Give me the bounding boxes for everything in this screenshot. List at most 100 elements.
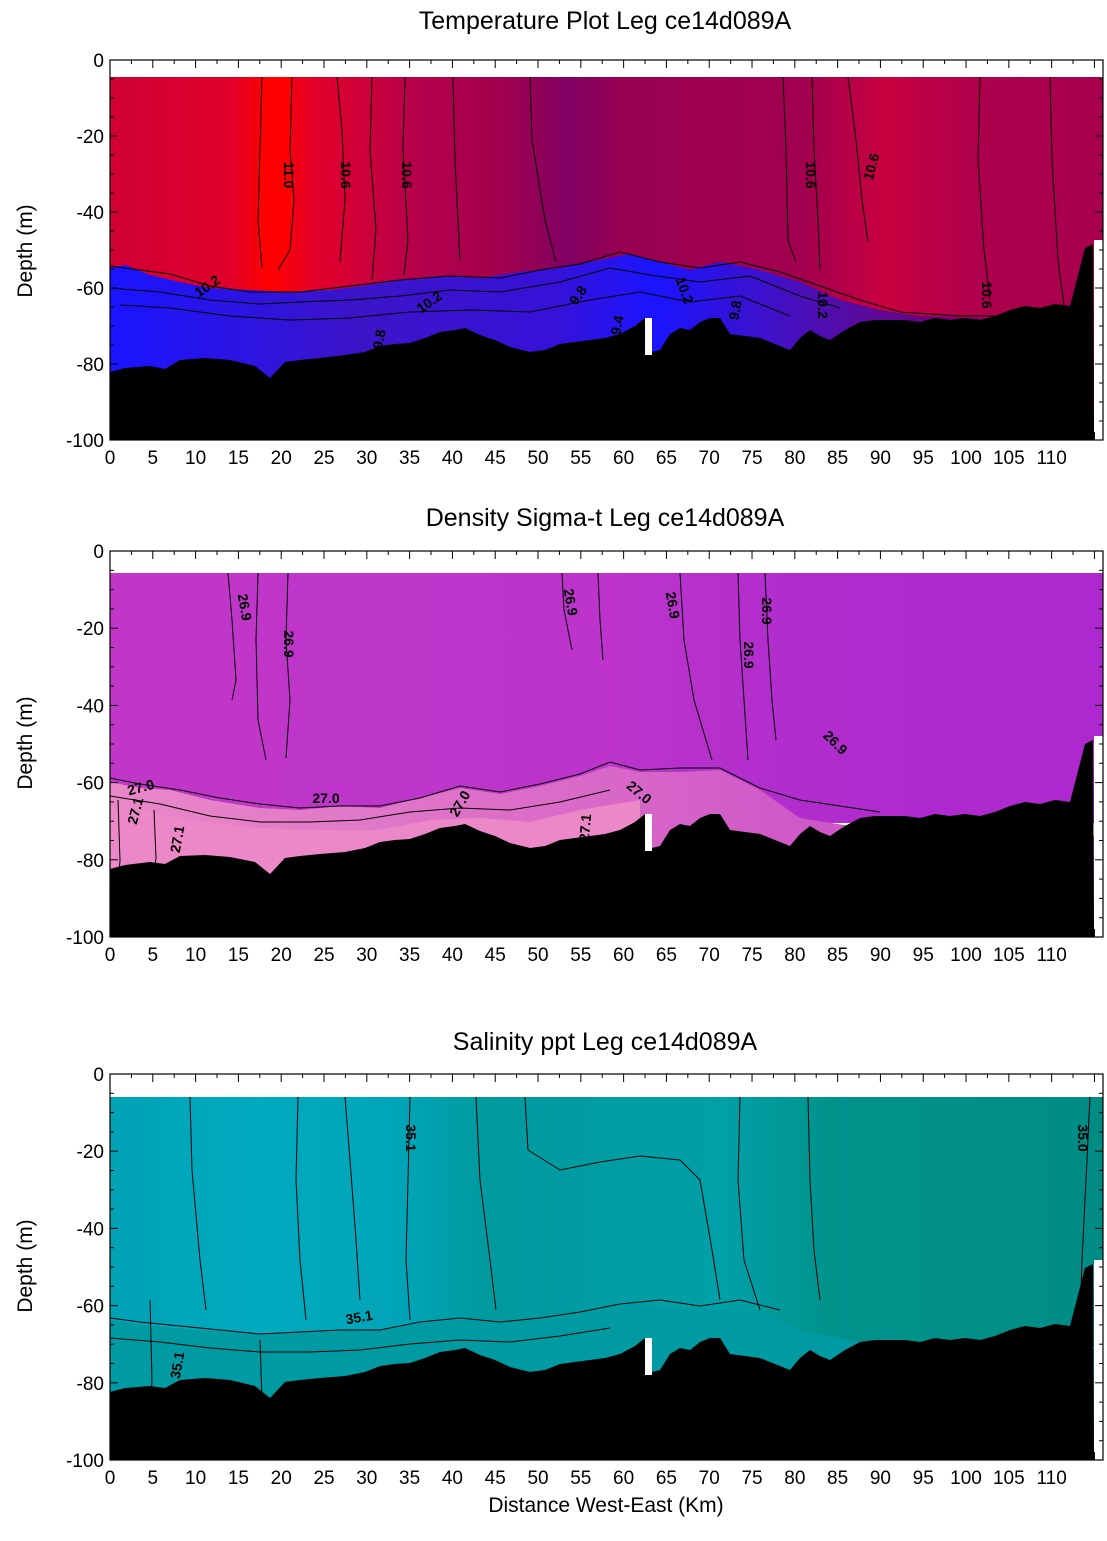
temperature-x-tick-label: 5 xyxy=(148,448,159,469)
density-east-edge xyxy=(1094,736,1103,937)
temperature-contour-label: 9.4 xyxy=(608,314,627,336)
temperature-y-axis-label: Depth (m) xyxy=(14,204,37,297)
salinity-x-tick-label: 5 xyxy=(148,1468,159,1489)
salinity-plot-area: 35.1 35.0 35.1 35.1 xyxy=(109,1096,1103,1460)
salinity-x-tick-label: 75 xyxy=(741,1468,762,1489)
temperature-seafloor-gap xyxy=(645,318,652,355)
salinity-x-tick-label: 0 xyxy=(105,1468,116,1489)
temperature-y-tick-label: -40 xyxy=(77,203,104,224)
density-x-tick-label: 110 xyxy=(1036,945,1066,966)
temperature-x-tick-label: 70 xyxy=(699,448,720,469)
salinity-x-tick-label: 30 xyxy=(356,1468,377,1489)
salinity-contour-label: 35.1 xyxy=(344,1307,374,1328)
density-contour-label: 27.0 xyxy=(125,776,156,799)
temperature-x-tick-label: 100 xyxy=(950,448,982,469)
density-y-axis-label: Depth (m) xyxy=(14,696,37,789)
temperature-contour-label: 10.6 xyxy=(803,161,819,188)
density-contour-label: 27.1 xyxy=(167,824,188,854)
salinity-x-tick-label: 45 xyxy=(485,1468,506,1489)
salinity-east-edge xyxy=(1094,1260,1103,1460)
salinity-contour-label: 35.1 xyxy=(403,1124,419,1151)
density-contour-label: 26.9 xyxy=(561,587,582,617)
salinity-x-tick-label: 40 xyxy=(442,1468,463,1489)
temperature-contour-label: 11.0 xyxy=(281,162,297,189)
temperature-x-tick-label: 60 xyxy=(613,448,634,469)
density-x-tick-label: 80 xyxy=(784,945,805,966)
density-x-tick-label: 0 xyxy=(105,945,116,966)
density-x-tick-label: 20 xyxy=(271,945,292,966)
salinity-seafloor xyxy=(110,1264,1094,1460)
density-contour-label: 26.9 xyxy=(741,641,757,668)
salinity-contour-lines xyxy=(109,1096,1091,1421)
density-contour-label: 27.1 xyxy=(576,813,594,842)
density-y-tick-label: 0 xyxy=(93,542,104,563)
temperature-x-tick-label: 95 xyxy=(913,448,934,469)
density-contour-label: 26.9 xyxy=(663,590,684,620)
temperature-x-ticks: 0 5 10 15 20 25 30 35 40 45 50 55 60 65 70 75 80 85 90 95 10… xyxy=(105,60,1095,469)
x-axis-label: Distance West-East (Km) xyxy=(488,1494,723,1517)
density-contour-label: 27.1 xyxy=(124,795,147,826)
density-x-tick-label: 55 xyxy=(570,945,591,966)
temperature-y-ticks: 0 -20 -40 -60 -80 -100 xyxy=(66,51,1103,452)
salinity-upper-layer xyxy=(110,1097,1103,1347)
salinity-x-tick-label: 35 xyxy=(399,1468,420,1489)
salinity-chart-title: Salinity ppt Leg ce14d089A xyxy=(453,1028,758,1056)
density-x-tick-label: 10 xyxy=(185,945,206,966)
salinity-y-tick-label: -20 xyxy=(77,1142,104,1163)
density-y-tick-label: -20 xyxy=(77,619,104,640)
temperature-x-tick-label: 65 xyxy=(656,448,677,469)
salinity-y-tick-label: -100 xyxy=(66,1451,104,1472)
density-x-tick-label: 5 xyxy=(148,945,159,966)
temperature-east-edge xyxy=(1094,240,1103,440)
density-contour-label: 27.0 xyxy=(312,790,339,806)
salinity-y-tick-label: -40 xyxy=(77,1219,104,1240)
density-y-tick-label: -60 xyxy=(77,774,104,795)
temperature-x-tick-label: 80 xyxy=(784,448,805,469)
density-x-tick-label: 45 xyxy=(485,945,506,966)
temperature-contour-label: 10.6 xyxy=(338,161,354,188)
temperature-x-tick-label: 50 xyxy=(527,448,548,469)
temperature-contour-label: 10.6 xyxy=(860,151,883,182)
temperature-x-tick-label: 15 xyxy=(228,448,249,469)
density-x-tick-label: 40 xyxy=(442,945,463,966)
salinity-x-tick-label: 50 xyxy=(527,1468,548,1489)
density-x-tick-label: 30 xyxy=(356,945,377,966)
density-chart-title: Density Sigma-t Leg ce14d089A xyxy=(426,504,785,532)
salinity-x-tick-label: 20 xyxy=(271,1468,292,1489)
salinity-x-tick-label: 90 xyxy=(870,1468,891,1489)
temperature-x-tick-label: 0 xyxy=(105,448,116,469)
temperature-x-tick-label: 30 xyxy=(356,448,377,469)
salinity-panel: Salinity ppt Leg ce14d089A Depth (m) xyxy=(14,1028,1104,1517)
density-x-tick-label: 100 xyxy=(950,945,982,966)
temperature-y-tick-label: -20 xyxy=(77,127,104,148)
temperature-warmest-core xyxy=(258,77,294,270)
salinity-y-tick-label: -80 xyxy=(77,1374,104,1395)
salinity-x-tick-label: 15 xyxy=(228,1468,249,1489)
temperature-x-tick-label: 45 xyxy=(485,448,506,469)
density-x-tick-label: 95 xyxy=(913,945,934,966)
salinity-x-tick-label: 85 xyxy=(827,1468,848,1489)
salinity-x-tick-label: 110 xyxy=(1036,1468,1066,1489)
density-plot-area: 26.9 26.9 26.9 26.9 26.9 26.9 26.9 27.0 … xyxy=(109,572,1103,937)
density-x-tick-label: 65 xyxy=(656,945,677,966)
temperature-chart-title: Temperature Plot Leg ce14d089A xyxy=(419,7,792,35)
salinity-x-tick-label: 95 xyxy=(913,1468,934,1489)
temperature-y-tick-label: -60 xyxy=(77,279,104,300)
temperature-x-tick-label: 75 xyxy=(741,448,762,469)
density-x-tick-label: 90 xyxy=(870,945,891,966)
temperature-y-tick-label: -80 xyxy=(77,355,104,376)
temperature-x-tick-label: 10 xyxy=(185,448,206,469)
density-x-ticks: 0 5 10 15 20 25 30 35 40 45 50 55 60 65 70 75 80 85 90 95 10… xyxy=(105,551,1095,966)
temperature-plot-area: 11.0 10.6 10.6 10.6 10.6 10.2 10.2 9.8 9… xyxy=(109,76,1103,440)
temperature-contour-label: 9.8 xyxy=(370,328,389,350)
salinity-y-tick-label: -60 xyxy=(77,1297,104,1318)
density-x-tick-label: 85 xyxy=(827,945,848,966)
salinity-y-tick-label: 0 xyxy=(93,1065,104,1086)
salinity-contour-label: 35.1 xyxy=(167,1350,188,1380)
density-seafloor-gap xyxy=(645,814,652,851)
salinity-x-tick-label: 65 xyxy=(656,1468,677,1489)
salinity-x-tick-label: 70 xyxy=(699,1468,720,1489)
density-x-tick-label: 50 xyxy=(527,945,548,966)
salinity-x-tick-label: 80 xyxy=(784,1468,805,1489)
